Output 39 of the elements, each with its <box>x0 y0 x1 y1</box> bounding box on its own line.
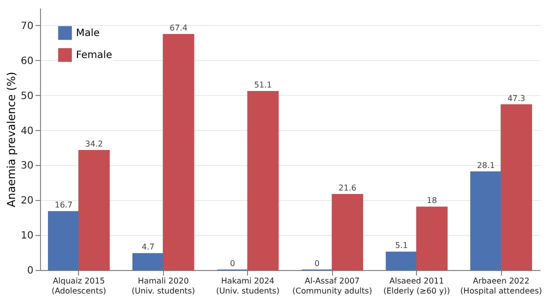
data-label: 47.3 <box>507 94 526 103</box>
bar <box>332 194 364 270</box>
data-label: 0 <box>230 259 236 268</box>
data-label: 0 <box>314 259 320 268</box>
y-tick-label: 20 <box>20 196 34 207</box>
x-tick-label: Alsaeed 2011 (Elderly (≥60 y)) <box>383 276 450 296</box>
x-tick-label: Hakami 2024 (Univ. students) <box>216 276 280 296</box>
data-label: 4.7 <box>142 242 154 252</box>
x-tick-label: Al-Assaf 2007 (Community adults) <box>292 276 372 296</box>
bar <box>386 252 418 270</box>
data-label: 28.1 <box>477 160 495 170</box>
y-tick-label: 0 <box>27 266 34 276</box>
x-tick-label: Hamali 2020 (Univ. students) <box>132 276 195 296</box>
y-tick-label: 50 <box>20 90 34 102</box>
data-label: 5.1 <box>395 241 408 250</box>
y-tick-label: 40 <box>20 126 34 137</box>
bar <box>247 90 279 270</box>
data-label: 67.4 <box>170 24 188 33</box>
y-tick-label: 60 <box>20 56 34 67</box>
bar <box>132 253 164 270</box>
legend-label: Male <box>76 28 100 39</box>
y-tick-label: 10 <box>20 230 34 242</box>
data-label: 18 <box>426 196 437 206</box>
x-tick-label: Arbaeen 2022 (Hospital attendees) <box>460 276 542 296</box>
y-tick-label: 70 <box>20 20 34 32</box>
data-label: 21.6 <box>338 184 356 193</box>
bar <box>78 150 110 270</box>
y-tick-label: 30 <box>20 160 34 172</box>
data-label: 16.7 <box>54 200 73 210</box>
data-label: 51.1 <box>254 80 272 90</box>
bar <box>500 104 532 270</box>
bar <box>48 211 80 270</box>
bar <box>162 34 194 270</box>
data-label: 34.2 <box>85 140 103 149</box>
bar <box>416 206 448 270</box>
y-axis-title: Anaemia prevalence (%) <box>4 72 18 208</box>
x-tick-label: Alquaiz 2015 (Adolescents) <box>52 276 106 296</box>
bar <box>470 171 502 270</box>
legend-label: Female <box>76 50 112 61</box>
